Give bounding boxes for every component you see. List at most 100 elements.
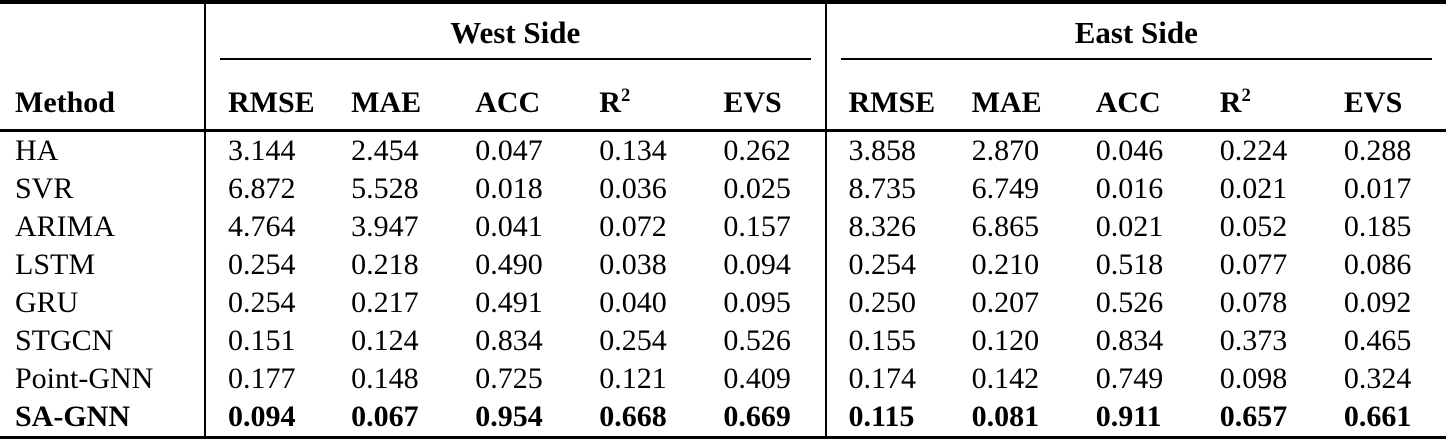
value-cell: 0.094 [723, 248, 791, 281]
value-cell: 0.725 [475, 362, 543, 395]
column-header-acc-west: ACC [453, 60, 578, 132]
value-cell: 4.764 [203, 208, 330, 246]
value-cell: 0.142 [971, 362, 1040, 395]
column-header-sup: 2 [1241, 85, 1251, 106]
value-cell: 0.224 [1219, 134, 1288, 167]
table-row-stgcn: STGCN 0.151 0.124 0.834 0.254 0.526 0.15… [0, 322, 1446, 360]
value-cell: 0.661 [1343, 400, 1412, 433]
table-body: HA 3.144 2.454 0.047 0.134 0.262 3.858 2… [0, 130, 1446, 439]
column-header-evs-east: EVS [1321, 60, 1446, 132]
value-cell: 0.124 [351, 324, 419, 357]
value-cell: 0.021 [1095, 210, 1164, 243]
value-cell: 2.454 [351, 134, 419, 167]
value-cell: 3.858 [824, 130, 950, 170]
value-cell: 0.409 [723, 362, 791, 395]
value-cell: 0.177 [203, 360, 330, 398]
column-header-label: RMSE [228, 86, 315, 119]
value-cell: 0.148 [351, 362, 419, 395]
value-cell: 0.098 [1219, 362, 1288, 395]
value-cell: 0.669 [723, 400, 791, 433]
column-header-label: EVS [723, 86, 782, 119]
value-cell: 0.911 [1095, 400, 1162, 433]
table-row-svr: SVR 6.872 5.528 0.018 0.036 0.025 8.735 … [0, 170, 1446, 208]
value-cell: 0.526 [723, 324, 791, 357]
value-cell: 0.657 [1219, 400, 1288, 433]
value-cell: 0.155 [824, 322, 950, 360]
value-cell: 0.217 [351, 286, 419, 319]
column-header-evs-west: EVS [701, 60, 826, 132]
value-cell: 0.262 [723, 134, 791, 167]
table-row-gru: GRU 0.254 0.217 0.491 0.040 0.095 0.250 … [0, 284, 1446, 322]
value-cell: 0.526 [1095, 286, 1164, 319]
method-cell: HA [15, 134, 59, 167]
value-cell: 0.046 [1095, 134, 1164, 167]
method-cell: STGCN [15, 324, 114, 357]
column-header-rmse-west: RMSE [203, 60, 330, 132]
column-header-mae-west: MAE [329, 60, 454, 132]
column-header-r2-east: R2 [1197, 60, 1322, 132]
value-cell: 0.086 [1343, 248, 1412, 281]
value-cell: 0.324 [1343, 362, 1412, 395]
value-cell: 0.185 [1343, 210, 1412, 243]
value-cell: 0.016 [1095, 172, 1164, 205]
value-cell: 8.735 [824, 170, 950, 208]
value-cell: 0.218 [351, 248, 419, 281]
value-cell: 0.081 [971, 400, 1040, 433]
method-cell: SA-GNN [15, 400, 131, 433]
method-cell: SVR [15, 172, 74, 205]
column-header-method: Method [0, 60, 205, 132]
column-header-label: ACC [475, 86, 541, 119]
value-cell: 0.047 [475, 134, 543, 167]
value-cell: 0.207 [971, 286, 1040, 319]
value-cell: 6.872 [203, 170, 330, 208]
value-cell: 6.865 [971, 210, 1040, 243]
group-header-row: West Side East Side [0, 2, 1446, 60]
table-row-lstm: LSTM 0.254 0.218 0.490 0.038 0.094 0.254… [0, 246, 1446, 284]
column-header-acc-east: ACC [1073, 60, 1198, 132]
value-cell: 0.157 [723, 210, 791, 243]
value-cell: 6.749 [971, 172, 1040, 205]
table-header: West Side East Side Method RMSE MAE ACC … [0, 2, 1446, 132]
value-cell: 0.115 [824, 398, 950, 439]
value-cell: 0.749 [1095, 362, 1164, 395]
group-header-east: East Side [824, 2, 1446, 60]
method-cell: GRU [15, 286, 79, 319]
value-cell: 0.067 [351, 400, 419, 433]
value-cell: 0.834 [475, 324, 543, 357]
column-header-r2-west: R2 [577, 60, 702, 132]
value-cell: 0.518 [1095, 248, 1164, 281]
table-row-arima: ARIMA 4.764 3.947 0.041 0.072 0.157 8.32… [0, 208, 1446, 246]
column-header-label: MAE [351, 86, 422, 119]
value-cell: 0.078 [1219, 286, 1288, 319]
method-cell: LSTM [15, 248, 96, 281]
column-header-label: RMSE [848, 86, 936, 119]
column-header-mae-east: MAE [949, 60, 1074, 132]
value-cell: 0.052 [1219, 210, 1288, 243]
method-cell: Point-GNN [15, 362, 154, 395]
value-cell: 3.144 [203, 130, 330, 170]
value-cell: 0.040 [599, 286, 667, 319]
value-cell: 0.465 [1343, 324, 1412, 357]
group-header-west-label: West Side [220, 15, 811, 60]
value-cell: 0.021 [1219, 172, 1288, 205]
value-cell: 0.018 [475, 172, 543, 205]
column-header-label: R [599, 86, 621, 119]
value-cell: 0.668 [599, 400, 667, 433]
value-cell: 0.490 [475, 248, 543, 281]
value-cell: 0.254 [824, 246, 950, 284]
value-cell: 0.041 [475, 210, 543, 243]
value-cell: 0.288 [1343, 134, 1412, 167]
value-cell: 0.038 [599, 248, 667, 281]
value-cell: 0.210 [971, 248, 1040, 281]
value-cell: 0.120 [971, 324, 1040, 357]
value-cell: 8.326 [824, 208, 950, 246]
value-cell: 0.025 [723, 172, 791, 205]
column-header-label: ACC [1095, 86, 1161, 119]
corner-cell [0, 2, 205, 60]
value-cell: 0.017 [1343, 172, 1412, 205]
table-row-sa-gnn-best: SA-GNN 0.094 0.067 0.954 0.668 0.669 0.1… [0, 398, 1446, 439]
group-header-west: West Side [204, 2, 826, 60]
column-header-label: R [1219, 86, 1242, 119]
